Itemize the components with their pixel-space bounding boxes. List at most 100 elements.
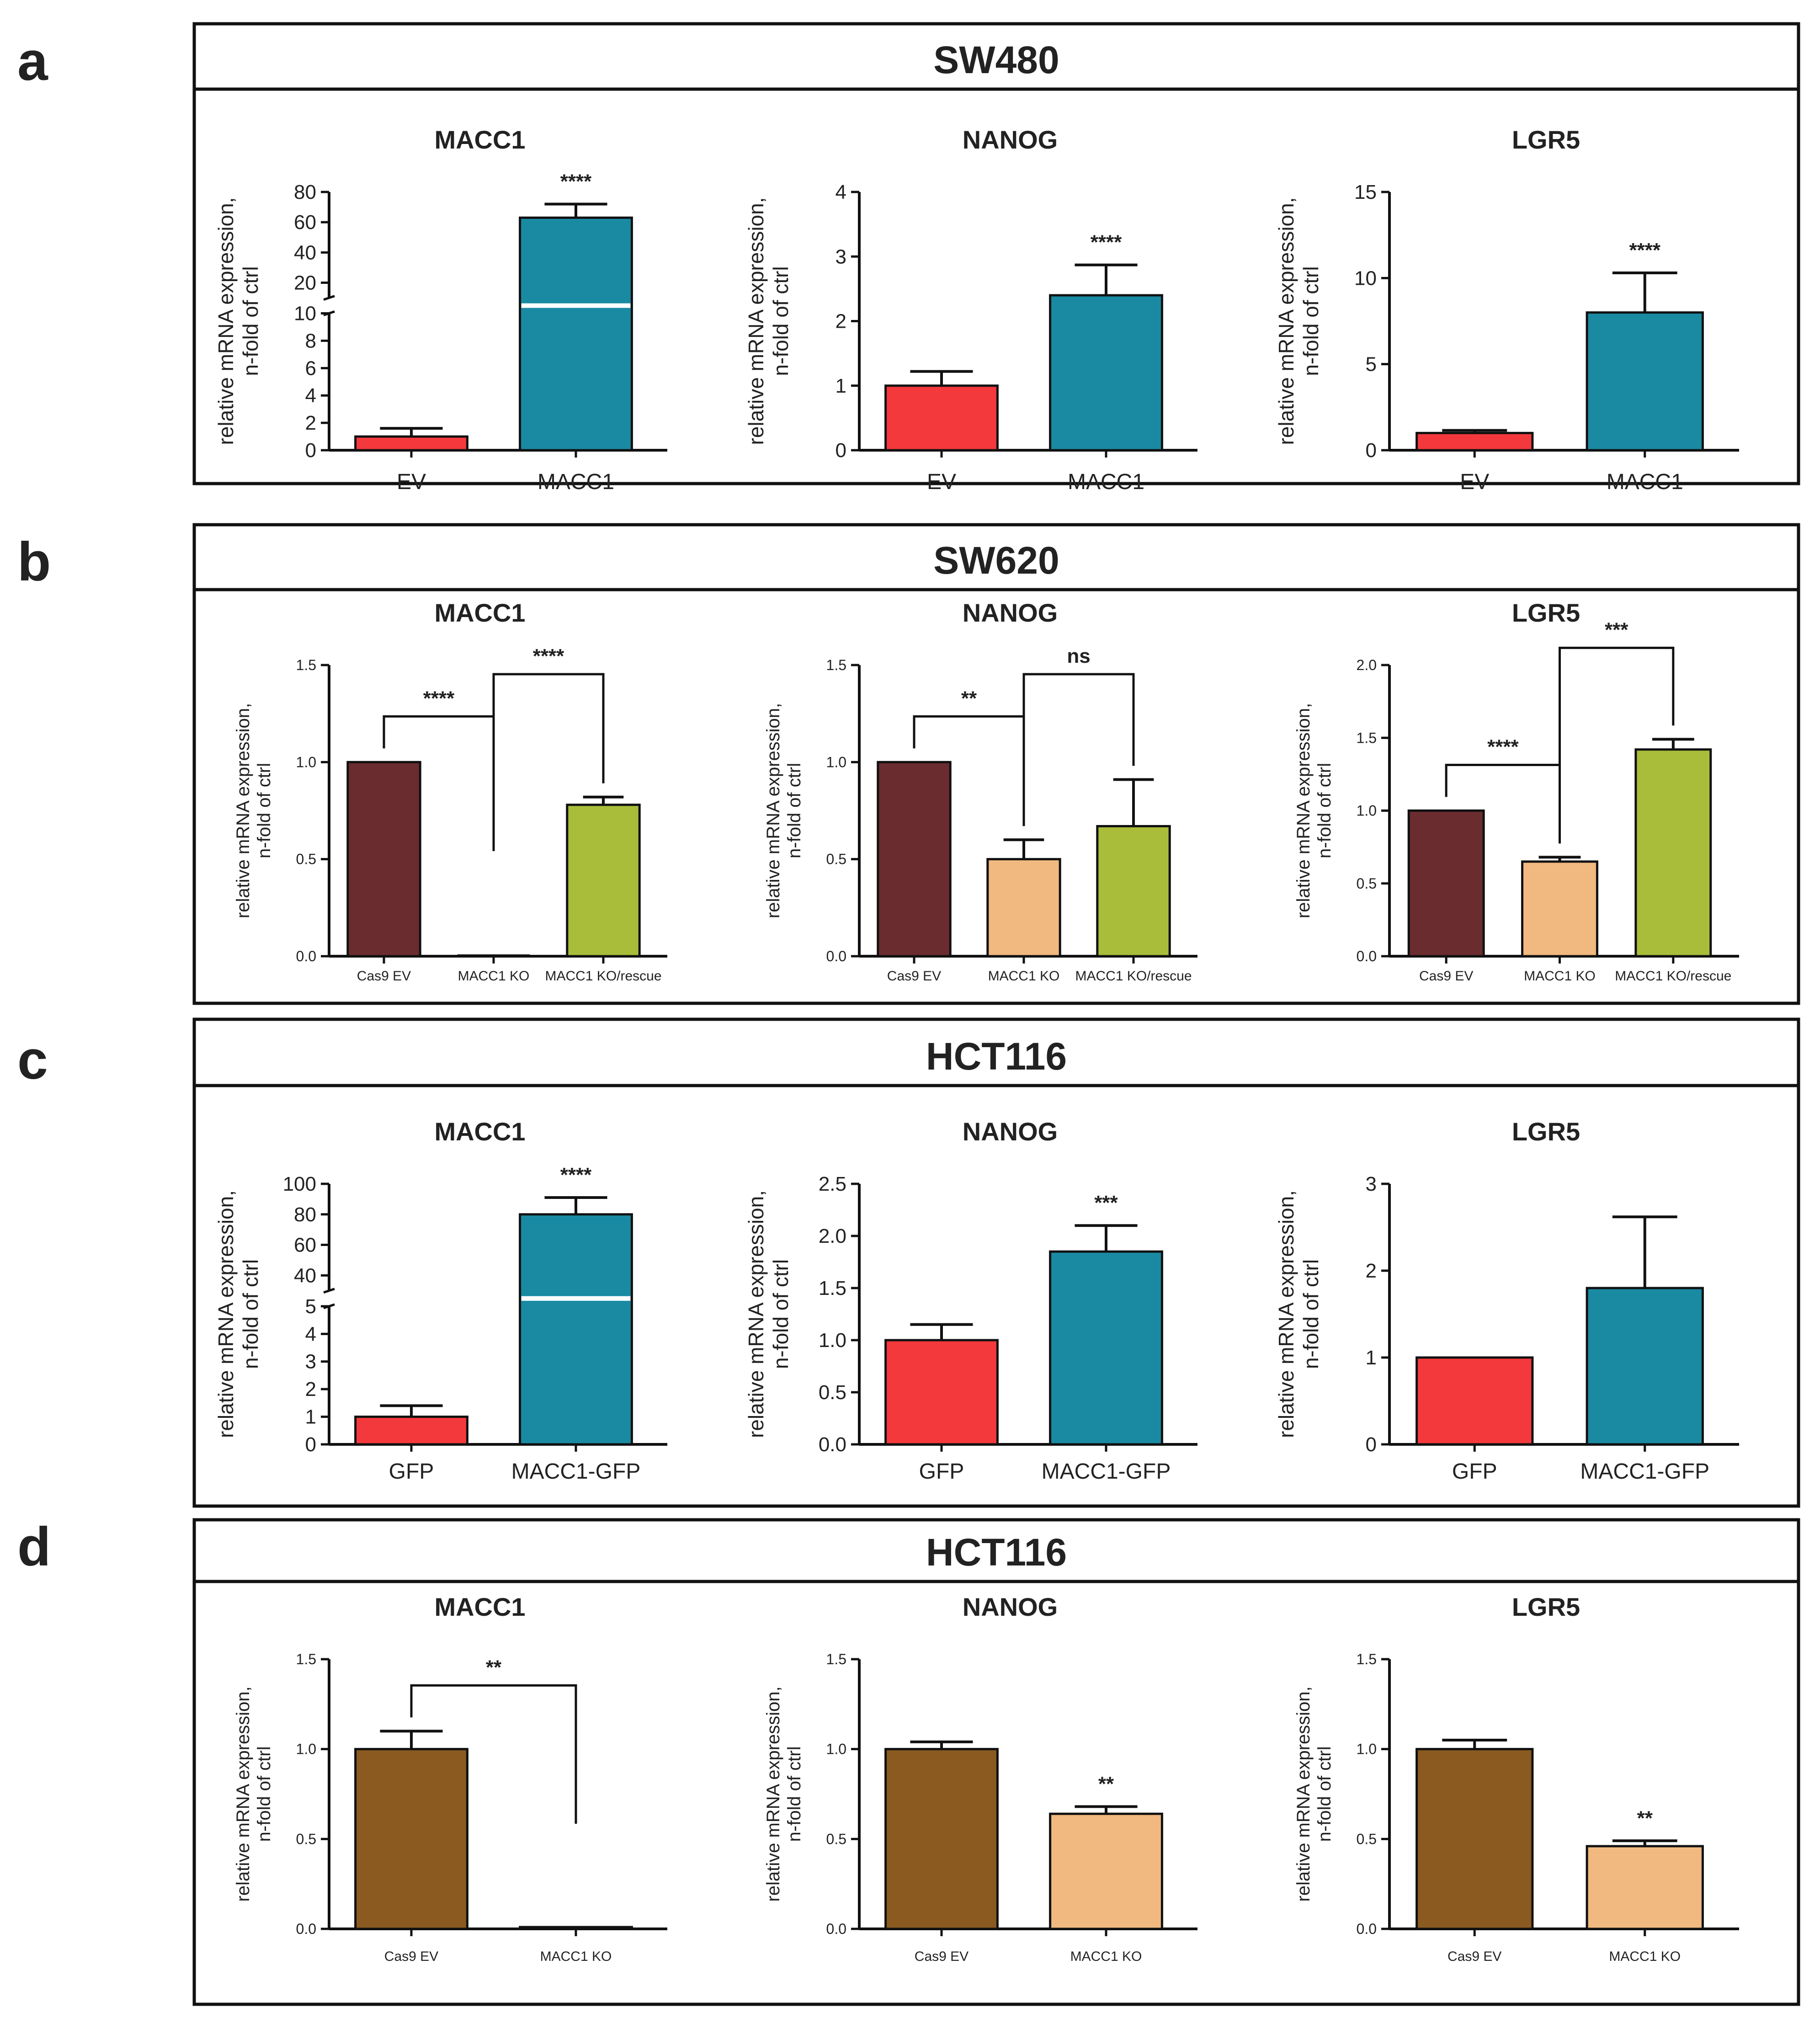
y-tick-label: 1.0 — [826, 1741, 846, 1757]
y-tick-label: 1.0 — [1357, 1741, 1377, 1757]
y-axis-label: relative mRNA expression,n-fold of ctrl — [763, 1686, 804, 1901]
y-tick-label: 1.5 — [296, 657, 316, 673]
y-axis-label: relative mRNA expression,n-fold of ctrl — [744, 1190, 793, 1438]
bar-ev — [1416, 431, 1534, 452]
y-axis-label-line: relative mRNA expression, — [1293, 1686, 1314, 1901]
y-tick-label: 2.5 — [819, 1173, 846, 1195]
chart-title: MACC1 — [434, 125, 525, 154]
chart-title: LGR5 — [1512, 598, 1580, 627]
panel-frame — [192, 22, 1800, 485]
axis-break-mark — [323, 295, 335, 301]
y-axis-label-line: n-fold of ctrl — [1299, 266, 1323, 376]
significance-label: *** — [1605, 618, 1628, 641]
bar-macc1-ko — [1521, 860, 1598, 958]
chart-title: LGR5 — [1512, 125, 1580, 154]
y-tick-label: 10 — [1354, 267, 1377, 289]
y-axis-label-line: relative mRNA expression, — [1274, 197, 1298, 445]
bar-ev — [354, 435, 468, 452]
bar-cas9-ev — [1416, 1748, 1534, 1930]
y-tick-label: 1.0 — [296, 1741, 316, 1757]
bar-break-gap — [521, 303, 631, 308]
chart-a-lgr5: LGR5 relative mRNA expression,n-fold of c… — [1274, 125, 1739, 494]
x-tick-label: MACC1 KO/rescue — [1075, 969, 1192, 984]
chart-title: NANOG — [963, 1592, 1058, 1621]
y-tick-label: 100 — [283, 1173, 316, 1195]
chart-c-lgr5: LGR5 relative mRNA expression,n-fold of c… — [1274, 1117, 1739, 1484]
bar-macc1-ko — [519, 1926, 633, 1930]
y-axis-label-line: relative mRNA expression, — [744, 1190, 768, 1438]
y-axis-label: relative mRNA expression,n-fold of ctrl — [744, 197, 793, 445]
y-axis-label: relative mRNA expression,n-fold of ctrl — [214, 197, 262, 445]
significance-label: **** — [1091, 231, 1122, 254]
y-axis-label: relative mRNA expression,n-fold of ctrl — [1293, 1686, 1335, 1901]
chart-b-macc1: MACC1 relative mRNA expression,n-fold of … — [233, 598, 667, 984]
y-tick-label: 4 — [305, 1323, 316, 1345]
x-tick-label: EV — [927, 470, 956, 494]
y-tick-label: 3 — [835, 245, 846, 268]
significance-label: ** — [961, 687, 977, 709]
y-axis-label-line: relative mRNA expression, — [1293, 703, 1314, 918]
y-axis-label-line: n-fold of ctrl — [1299, 1259, 1323, 1369]
y-tick-label: 1.0 — [819, 1329, 846, 1352]
chart-title: MACC1 — [434, 1117, 525, 1146]
cell-line-title: HCT116 — [926, 1035, 1067, 1078]
chart-title: NANOG — [963, 125, 1058, 154]
x-tick-label: EV — [397, 470, 426, 494]
y-axis-label-line: relative mRNA expression, — [763, 703, 783, 918]
y-tick-label: 1.5 — [819, 1277, 846, 1299]
y-tick-label: 0 — [1366, 439, 1377, 462]
bar-macc1-ko-rescue — [1096, 825, 1171, 958]
significance-bracket — [410, 1684, 577, 1824]
x-tick-label: MACC1 KO — [458, 969, 530, 984]
x-tick-label: GFP — [389, 1459, 434, 1484]
y-tick-label: 1.5 — [826, 657, 846, 673]
chart-title: NANOG — [963, 1117, 1058, 1146]
y-axis-label: relative mRNA expression,n-fold of ctrl — [1274, 1190, 1323, 1438]
y-tick-label: 80 — [294, 181, 316, 203]
y-tick-label: 1.5 — [296, 1651, 316, 1667]
significance-label: **** — [560, 170, 592, 192]
significance-bracket — [1022, 673, 1135, 826]
panel-a: a SW480 — [17, 22, 1800, 485]
chart-a-macc1: MACC1 relative mRNA expression,n-fold of … — [214, 125, 667, 494]
chart-title: LGR5 — [1512, 1117, 1580, 1146]
y-tick-label: 4 — [835, 181, 846, 203]
cell-line-title: SW620 — [933, 539, 1059, 582]
bar-gfp — [1416, 1356, 1534, 1446]
y-axis-label-line: n-fold of ctrl — [784, 1746, 804, 1842]
y-tick-label: 40 — [294, 1264, 316, 1287]
y-tick-label: 2 — [305, 1378, 316, 1400]
x-tick-label: GFP — [919, 1459, 964, 1484]
panel-frame — [192, 1017, 1800, 1508]
y-tick-label: 1.0 — [1357, 803, 1377, 819]
y-axis-label-line: relative mRNA expression, — [214, 197, 238, 445]
x-tick-label: GFP — [1452, 1459, 1497, 1484]
chart-b-nanog: NANOG relative mRNA expression,n-fold of … — [763, 598, 1197, 984]
axis-break-mark — [323, 1288, 335, 1294]
y-tick-label: 0.0 — [826, 948, 846, 964]
chart-d-lgr5: LGR5 relative mRNA expression,n-fold of c… — [1293, 1592, 1739, 1964]
x-tick-label: MACC1 KO — [1609, 1949, 1681, 1964]
y-tick-label: 8 — [305, 330, 316, 352]
y-axis-label-line: n-fold of ctrl — [769, 266, 793, 376]
y-tick-label: 15 — [1354, 181, 1377, 203]
y-tick-label: 1 — [305, 1406, 316, 1428]
bar-macc1-ko — [1049, 1812, 1163, 1930]
y-tick-label: 1.0 — [296, 754, 316, 770]
significance-label: ** — [1637, 1807, 1653, 1829]
y-tick-label: 0.5 — [296, 1831, 316, 1847]
bar-macc1-ko — [986, 858, 1061, 958]
y-tick-label: 2.0 — [1357, 657, 1377, 673]
y-tick-label: 0.0 — [296, 948, 316, 964]
y-tick-label: 40 — [294, 241, 316, 264]
x-tick-label: Cas9 EV — [1447, 1949, 1501, 1964]
y-axis-label-line: n-fold of ctrl — [254, 1746, 274, 1842]
chart-d-macc1: MACC1 relative mRNA expression,n-fold of … — [233, 1592, 667, 1964]
y-tick-label: 4 — [305, 384, 316, 407]
panel-letter: b — [17, 531, 51, 592]
y-axis-label-line: n-fold of ctrl — [1314, 1746, 1335, 1842]
y-tick-label: 1 — [1366, 1347, 1377, 1369]
y-tick-label: 0 — [305, 1433, 316, 1456]
bar-cas9-ev — [877, 761, 952, 958]
